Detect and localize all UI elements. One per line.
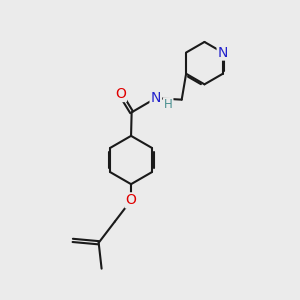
Text: O: O (115, 87, 126, 101)
Text: N: N (151, 91, 161, 105)
Text: N: N (218, 46, 228, 59)
Text: H: H (164, 98, 172, 111)
Text: O: O (126, 194, 136, 207)
